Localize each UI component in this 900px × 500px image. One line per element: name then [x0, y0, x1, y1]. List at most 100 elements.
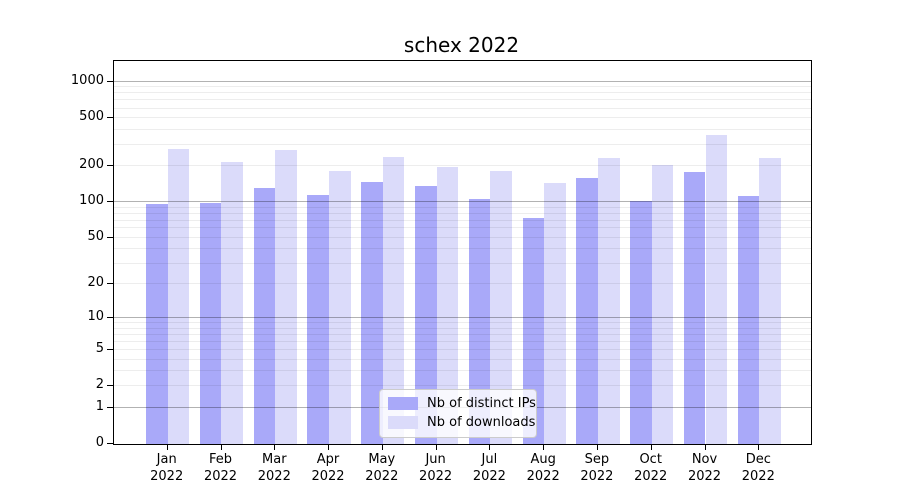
year-label: 2022 [203, 469, 238, 484]
bar-distinct-ips-jun [415, 186, 437, 444]
bar-downloads-dec [759, 157, 781, 444]
bar-downloads-nov [705, 134, 728, 444]
x-tick-label-nov: Nov 2022 [677, 451, 733, 485]
y-tick-mark [107, 349, 113, 350]
x-tick-mark [274, 444, 276, 450]
x-tick-mark [220, 444, 222, 450]
legend-label: Nb of downloads [427, 415, 536, 430]
gridline-1000 [114, 80, 811, 82]
x-tick-label-apr: Apr 2022 [300, 451, 356, 485]
y-tick-mark [107, 236, 113, 238]
legend-swatch-icon [388, 416, 418, 429]
month-label: Jan [156, 452, 177, 467]
x-tick-label-dec: Dec 2022 [730, 451, 786, 485]
month-label: Feb [208, 452, 233, 467]
gridline-600 [114, 107, 811, 109]
year-label: 2022 [311, 469, 345, 484]
gridline-2 [114, 385, 811, 387]
bar-distinct-ips-jan [146, 203, 168, 444]
month-label: Oct [639, 452, 662, 467]
bar-downloads-jun [436, 166, 459, 444]
gridline-800 [114, 92, 811, 94]
bar-distinct-ips-jul [468, 198, 491, 444]
year-label: 2022 [741, 469, 775, 484]
x-tick-label-oct: Oct 2022 [623, 451, 679, 485]
chart-title: schex 2022 [403, 33, 520, 57]
year-label: 2022 [472, 469, 506, 484]
gridline-200 [114, 164, 811, 166]
gridline-90 [114, 206, 811, 208]
y-tick-mark [107, 80, 113, 82]
x-tick-mark [328, 444, 329, 450]
gridline-80 [114, 212, 811, 214]
y-tick-label-100: 100 [79, 192, 104, 208]
y-tick-label-0: 0 [95, 435, 104, 450]
month-label: May [368, 452, 396, 467]
bar-distinct-ips-feb [199, 203, 222, 444]
month-label: Jul [481, 452, 498, 467]
bar-distinct-ips-sep [576, 177, 598, 444]
plot-area [113, 60, 812, 445]
gridline-500 [114, 117, 811, 118]
year-label: 2022 [365, 469, 399, 484]
gridline-9 [114, 322, 811, 324]
y-tick-label-1: 1 [95, 398, 104, 414]
bar-distinct-ips-dec [737, 196, 760, 444]
gridline-70 [114, 219, 811, 221]
gridline-8 [114, 327, 811, 329]
gridline-3 [114, 370, 811, 372]
bar-downloads-sep [597, 158, 620, 444]
gridline-40 [114, 248, 811, 250]
legend-swatch-icon [388, 397, 418, 410]
bar-downloads-jan [167, 149, 190, 444]
year-label: 2022 [634, 469, 668, 484]
bar-downloads-jul [490, 171, 512, 444]
bar-downloads-oct [651, 165, 674, 444]
gridline-300 [114, 143, 811, 145]
gridline-6 [114, 341, 811, 342]
y-tick-label-200: 200 [79, 156, 104, 172]
y-tick-label-500: 500 [79, 109, 104, 124]
x-tick-mark [166, 444, 168, 450]
gridline-20 [114, 283, 811, 285]
x-tick-label-feb: Feb 2022 [193, 451, 249, 485]
x-tick-mark [704, 444, 706, 450]
year-label: 2022 [419, 469, 453, 484]
bar-distinct-ips-oct [630, 201, 652, 444]
x-tick-label-may: May 2022 [354, 451, 410, 485]
month-label: Nov [691, 452, 718, 467]
legend-label: Nb of distinct IPs [427, 396, 536, 411]
legend-entry: Nb of distinct IPs [380, 394, 536, 413]
bar-distinct-ips-may [361, 182, 383, 444]
y-tick-label-1000: 1000 [70, 72, 104, 88]
x-tick-label-jun: Jun 2022 [408, 451, 464, 485]
x-tick-mark [650, 444, 652, 450]
bar-downloads-mar [275, 150, 297, 444]
x-tick-mark [543, 444, 545, 450]
bar-downloads-may [382, 156, 405, 444]
gridline-30 [114, 262, 811, 264]
y-tick-mark [107, 317, 113, 319]
legend-entry: Nb of downloads [380, 413, 536, 432]
y-tick-mark [107, 283, 113, 285]
x-tick-mark [489, 444, 491, 450]
x-tick-label-sep: Sep 2022 [569, 451, 625, 485]
y-tick-label-50: 50 [87, 228, 104, 244]
month-label: Mar [262, 452, 287, 467]
year-label: 2022 [687, 469, 722, 484]
gridline-5 [114, 349, 811, 350]
year-label: 2022 [150, 469, 184, 484]
bar-downloads-feb [221, 161, 244, 444]
bar-distinct-ips-nov [683, 172, 706, 444]
y-tick-label-5: 5 [95, 341, 104, 357]
x-tick-label-mar: Mar 2022 [246, 451, 302, 485]
y-tick-label-2: 2 [95, 377, 104, 393]
month-label: Jun [425, 452, 446, 467]
y-tick-mark [107, 385, 113, 387]
bar-downloads-apr [329, 171, 351, 444]
y-tick-mark [107, 443, 113, 444]
gridline-4 [114, 358, 811, 360]
x-tick-label-jan: Jan 2022 [139, 451, 195, 485]
year-label: 2022 [526, 469, 560, 484]
x-tick-mark [596, 444, 598, 450]
